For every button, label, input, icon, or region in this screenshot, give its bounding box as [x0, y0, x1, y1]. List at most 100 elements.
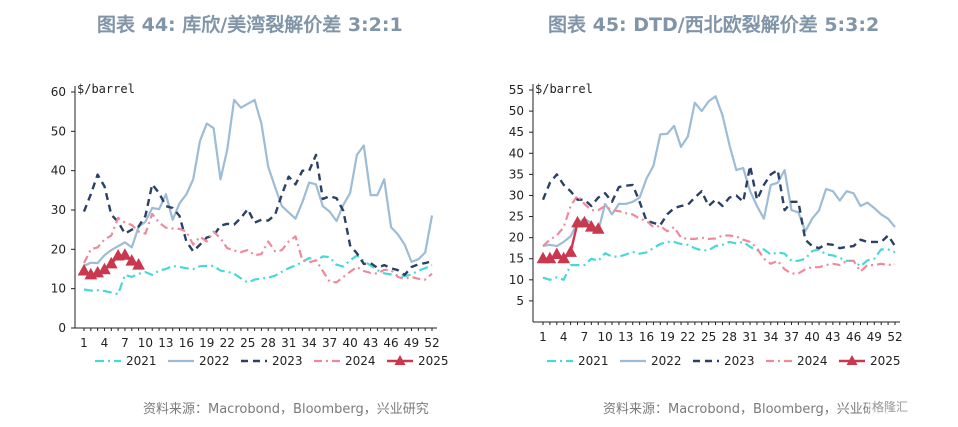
x-tick-label: 28: [722, 330, 737, 344]
legend: 2021 2022 2023 2024 2025: [547, 354, 901, 368]
series-2022: [542, 95, 896, 248]
legend-label-2024: 2024: [345, 354, 376, 368]
data-point-marker: [104, 256, 118, 269]
y-tick-label: 40: [51, 164, 66, 178]
x-tick-label: 4: [560, 330, 568, 344]
x-tick-label: 46: [846, 330, 861, 344]
x-tick-label: 43: [363, 336, 378, 350]
y-tick-label: 40: [509, 146, 524, 160]
x-tick-label: 10: [138, 336, 153, 350]
legend-label-2022: 2022: [199, 354, 230, 368]
series-2021: [542, 240, 896, 281]
x-tick-label: 40: [805, 330, 820, 344]
y-tick-label: 10: [51, 282, 66, 296]
chart-1: $/barrel 0 10 20 30 40 50 60 1 4 7 10 13 16 19 22 25 28 31…: [51, 82, 449, 368]
unit-label: $/barrel: [535, 82, 593, 96]
series-line-2021: [83, 254, 433, 296]
x-tick-label: 52: [887, 330, 902, 344]
legend-marker-2025: [394, 355, 406, 365]
data-point-marker: [98, 262, 111, 275]
legend: 2021 2022 2023 2024 2025: [95, 354, 449, 368]
y-tick-label: 55: [509, 83, 524, 97]
series-line-2023: [541, 164, 897, 250]
x-tick-label: 28: [261, 336, 276, 350]
chart-title-left: 图表 44: 库欣/美湾裂解价差 3:2:1: [97, 14, 403, 36]
x-tick-label: 49: [867, 330, 882, 344]
x-tick-label: 37: [784, 330, 799, 344]
x-tick-label: 34: [763, 330, 778, 344]
x-tick-label: 52: [424, 336, 439, 350]
x-tick-label: 4: [101, 336, 109, 350]
x-tick-label: 13: [618, 330, 633, 344]
data-point-marker: [550, 247, 564, 260]
x-tick-label: 22: [680, 330, 695, 344]
x-tick-label: 31: [742, 330, 757, 344]
y-tick-label: 20: [51, 242, 66, 256]
y-tick-label: 10: [509, 273, 524, 287]
legend-label-2025: 2025: [418, 354, 449, 368]
legend-label-2022: 2022: [651, 354, 682, 368]
y-tick-label: 5: [516, 294, 524, 308]
data-point-marker: [557, 251, 571, 264]
data-point-marker: [578, 215, 591, 228]
x-tick-label: 16: [179, 336, 194, 350]
source-note-left: 资料来源：Macrobond，Bloomberg，兴业研究: [143, 402, 429, 417]
data-point-marker: [591, 222, 605, 234]
x-tick-label: 7: [581, 330, 589, 344]
series-2021: [83, 254, 433, 296]
series-2024: [83, 212, 433, 284]
watermark-logo: 格隆汇: [870, 398, 911, 415]
series-line-2024: [83, 212, 433, 284]
y-tick-label: 0: [58, 321, 66, 335]
series-2024: [542, 194, 896, 275]
x-tick-label: 10: [597, 330, 612, 344]
series-2022: [83, 98, 434, 267]
y-tick-label: 30: [51, 203, 66, 217]
y-tick-label: 45: [509, 125, 524, 139]
x-tick-label: 1: [539, 330, 547, 344]
x-tick-label: 49: [404, 336, 419, 350]
x-tick-label: 1: [80, 336, 88, 350]
series-line-2022: [542, 95, 896, 248]
x-tick-label: 7: [121, 336, 129, 350]
series-line-2021: [542, 240, 896, 281]
x-tick-label: 22: [220, 336, 235, 350]
x-tick-label: 19: [199, 336, 214, 350]
data-point-marker: [125, 254, 139, 266]
data-point-marker: [118, 248, 132, 260]
unit-label: $/barrel: [77, 82, 135, 96]
x-tick-label: 34: [302, 336, 317, 350]
y-tick-label: 50: [51, 124, 66, 138]
legend-label-2021: 2021: [126, 354, 157, 368]
data-point-marker: [564, 245, 577, 257]
series-line-2022: [83, 98, 434, 267]
x-tick-label: 43: [825, 330, 840, 344]
x-tick-label: 40: [342, 336, 357, 350]
series-line-2023: [82, 153, 433, 277]
data-point-marker: [77, 263, 91, 276]
series-2025: [536, 215, 605, 264]
x-tick-label: 46: [383, 336, 398, 350]
legend-label-2023: 2023: [272, 354, 303, 368]
y-tick-label: 30: [509, 188, 524, 202]
x-tick-label: 16: [639, 330, 654, 344]
x-tick-label: 13: [158, 336, 173, 350]
y-tick-label: 60: [51, 85, 66, 99]
legend-label-2024: 2024: [797, 354, 828, 368]
x-tick-label: 19: [660, 330, 675, 344]
x-tick-label: 31: [281, 336, 296, 350]
data-point-marker: [584, 220, 598, 232]
series-line-2024: [542, 194, 896, 275]
x-tick-label: 25: [701, 330, 716, 344]
series-2023: [541, 164, 897, 250]
legend-label-2021: 2021: [578, 354, 609, 368]
y-tick-label: 50: [509, 104, 524, 118]
chart-title-right: 图表 45: DTD/西北欧裂解价差 5:3:2: [548, 14, 880, 36]
y-tick-label: 25: [509, 210, 524, 224]
y-tick-label: 15: [509, 252, 524, 266]
legend-label-2025: 2025: [870, 354, 901, 368]
x-tick-label: 25: [240, 336, 255, 350]
source-note-right: 资料来源：Macrobond，Bloomberg，兴业研究: [603, 402, 889, 417]
